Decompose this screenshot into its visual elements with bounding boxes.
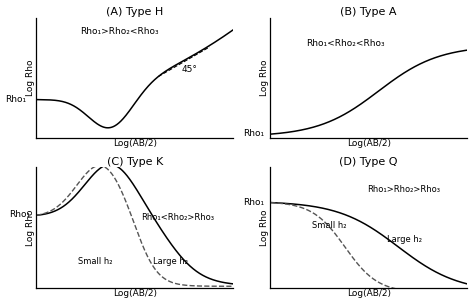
Text: Rho₁<Rho₂<Rho₃: Rho₁<Rho₂<Rho₃ (306, 39, 384, 48)
Text: 45°: 45° (182, 65, 198, 74)
Y-axis label: Log Rho: Log Rho (260, 59, 269, 96)
Text: Rho₁>Rho₂>Rho₃: Rho₁>Rho₂>Rho₃ (368, 185, 441, 195)
Text: Small h₂: Small h₂ (78, 257, 113, 266)
Text: Rho₁: Rho₁ (6, 95, 27, 104)
Title: (B) Type A: (B) Type A (340, 7, 397, 17)
Text: Rho₁: Rho₁ (9, 210, 30, 219)
Text: Rho₁>Rho₂<Rho₃: Rho₁>Rho₂<Rho₃ (80, 27, 158, 36)
Title: (A) Type H: (A) Type H (106, 7, 164, 17)
Text: Small h₂: Small h₂ (312, 221, 346, 230)
X-axis label: Log(AB/2): Log(AB/2) (113, 289, 157, 298)
Y-axis label: Log Rho: Log Rho (260, 209, 269, 246)
X-axis label: Log(AB/2): Log(AB/2) (346, 139, 391, 148)
Text: Large h₂: Large h₂ (387, 235, 421, 244)
Text: Large h₂: Large h₂ (153, 257, 188, 266)
Text: Rho₁<Rho₂>Rho₃: Rho₁<Rho₂>Rho₃ (142, 213, 215, 222)
X-axis label: Log(AB/2): Log(AB/2) (346, 289, 391, 298)
Text: Rho₁: Rho₁ (243, 129, 264, 138)
Y-axis label: Log Rho: Log Rho (26, 209, 35, 246)
Text: Rho₁: Rho₁ (243, 198, 264, 207)
Y-axis label: Log Rho: Log Rho (26, 59, 35, 96)
Title: (C) Type K: (C) Type K (107, 157, 163, 167)
Title: (D) Type Q: (D) Type Q (339, 157, 398, 167)
X-axis label: Log(AB/2): Log(AB/2) (113, 139, 157, 148)
